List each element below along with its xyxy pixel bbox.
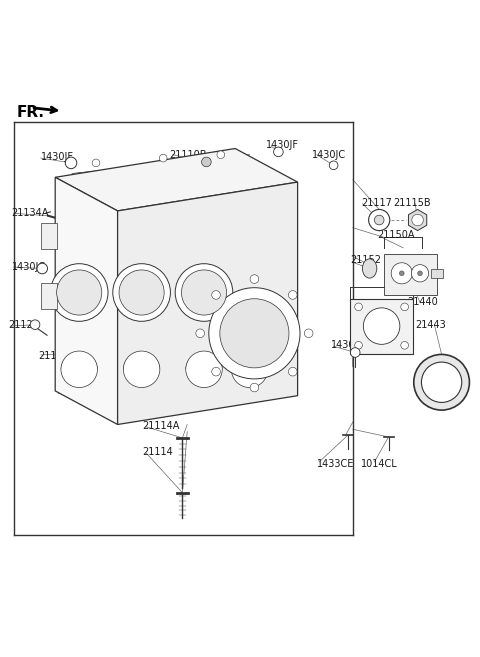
Polygon shape [55, 177, 118, 424]
Circle shape [217, 151, 225, 158]
Circle shape [202, 157, 211, 167]
Circle shape [304, 329, 313, 338]
Circle shape [418, 271, 422, 276]
Circle shape [399, 271, 404, 276]
Bar [41, 283, 57, 309]
Text: 21150A: 21150A [377, 230, 415, 240]
Circle shape [329, 161, 338, 170]
Circle shape [288, 290, 297, 300]
Circle shape [196, 329, 204, 338]
Bar [41, 223, 57, 249]
Text: 21440: 21440 [407, 297, 438, 307]
Text: 21152: 21152 [350, 255, 382, 265]
Text: 21110B: 21110B [169, 150, 206, 160]
Text: 21123: 21123 [9, 320, 39, 330]
Circle shape [401, 342, 408, 349]
Circle shape [181, 270, 227, 315]
Circle shape [113, 263, 170, 321]
Circle shape [391, 263, 412, 284]
Text: 1430JC: 1430JC [12, 262, 46, 272]
Bar [350, 298, 413, 353]
Circle shape [355, 303, 362, 311]
Text: 21114: 21114 [142, 447, 173, 457]
Circle shape [65, 157, 77, 169]
Circle shape [30, 320, 40, 329]
Text: FR.: FR. [17, 105, 45, 120]
Bar [431, 269, 443, 278]
Text: 1014CL: 1014CL [361, 459, 398, 469]
Circle shape [175, 263, 233, 321]
Circle shape [212, 367, 220, 376]
Circle shape [119, 270, 164, 315]
Circle shape [50, 263, 108, 321]
Circle shape [374, 215, 384, 225]
Circle shape [274, 147, 283, 156]
Polygon shape [55, 148, 298, 211]
Text: 1430JF: 1430JF [266, 140, 299, 150]
Text: 1571TC: 1571TC [227, 189, 264, 199]
Circle shape [250, 275, 259, 283]
Text: 1430JF: 1430JF [41, 152, 74, 162]
Circle shape [220, 299, 289, 368]
Text: 21162A: 21162A [38, 351, 76, 361]
Circle shape [350, 348, 360, 357]
Circle shape [57, 270, 102, 315]
Circle shape [37, 263, 48, 274]
Text: 1571RC: 1571RC [227, 181, 264, 191]
Bar [384, 254, 437, 295]
Circle shape [231, 351, 268, 388]
Text: 21117: 21117 [361, 198, 392, 208]
Text: 21115B: 21115B [394, 198, 431, 208]
Text: 1430JC: 1430JC [312, 150, 346, 160]
Circle shape [363, 308, 400, 344]
Circle shape [369, 210, 390, 231]
Polygon shape [118, 182, 298, 424]
Circle shape [123, 351, 160, 388]
Circle shape [250, 383, 259, 392]
Text: 1433CE: 1433CE [317, 459, 354, 469]
Circle shape [411, 265, 429, 282]
Ellipse shape [221, 300, 250, 338]
Circle shape [401, 303, 408, 311]
Circle shape [414, 354, 469, 410]
Polygon shape [408, 210, 427, 231]
Circle shape [209, 288, 300, 379]
Text: 1430JC: 1430JC [331, 340, 365, 350]
Ellipse shape [362, 259, 377, 278]
Circle shape [288, 367, 297, 376]
Text: 21443: 21443 [415, 320, 446, 330]
Circle shape [355, 342, 362, 349]
Circle shape [61, 351, 97, 388]
Circle shape [186, 351, 222, 388]
Circle shape [412, 214, 423, 226]
Circle shape [92, 159, 100, 167]
Circle shape [159, 154, 167, 162]
Text: 21134A: 21134A [12, 208, 49, 218]
Circle shape [212, 290, 220, 300]
Circle shape [421, 362, 462, 403]
Text: 21114A: 21114A [142, 421, 180, 431]
